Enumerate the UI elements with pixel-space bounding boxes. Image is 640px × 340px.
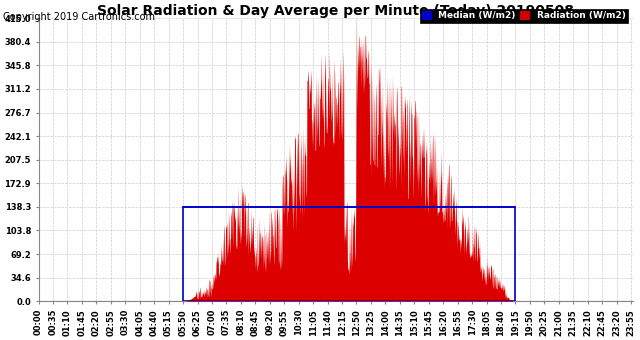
Title: Solar Radiation & Day Average per Minute (Today) 20190508: Solar Radiation & Day Average per Minute… <box>97 4 574 18</box>
Legend: Median (W/m2), Radiation (W/m2): Median (W/m2), Radiation (W/m2) <box>419 8 628 23</box>
Bar <box>183 207 515 301</box>
Text: Copyright 2019 Cartronics.com: Copyright 2019 Cartronics.com <box>3 12 155 22</box>
